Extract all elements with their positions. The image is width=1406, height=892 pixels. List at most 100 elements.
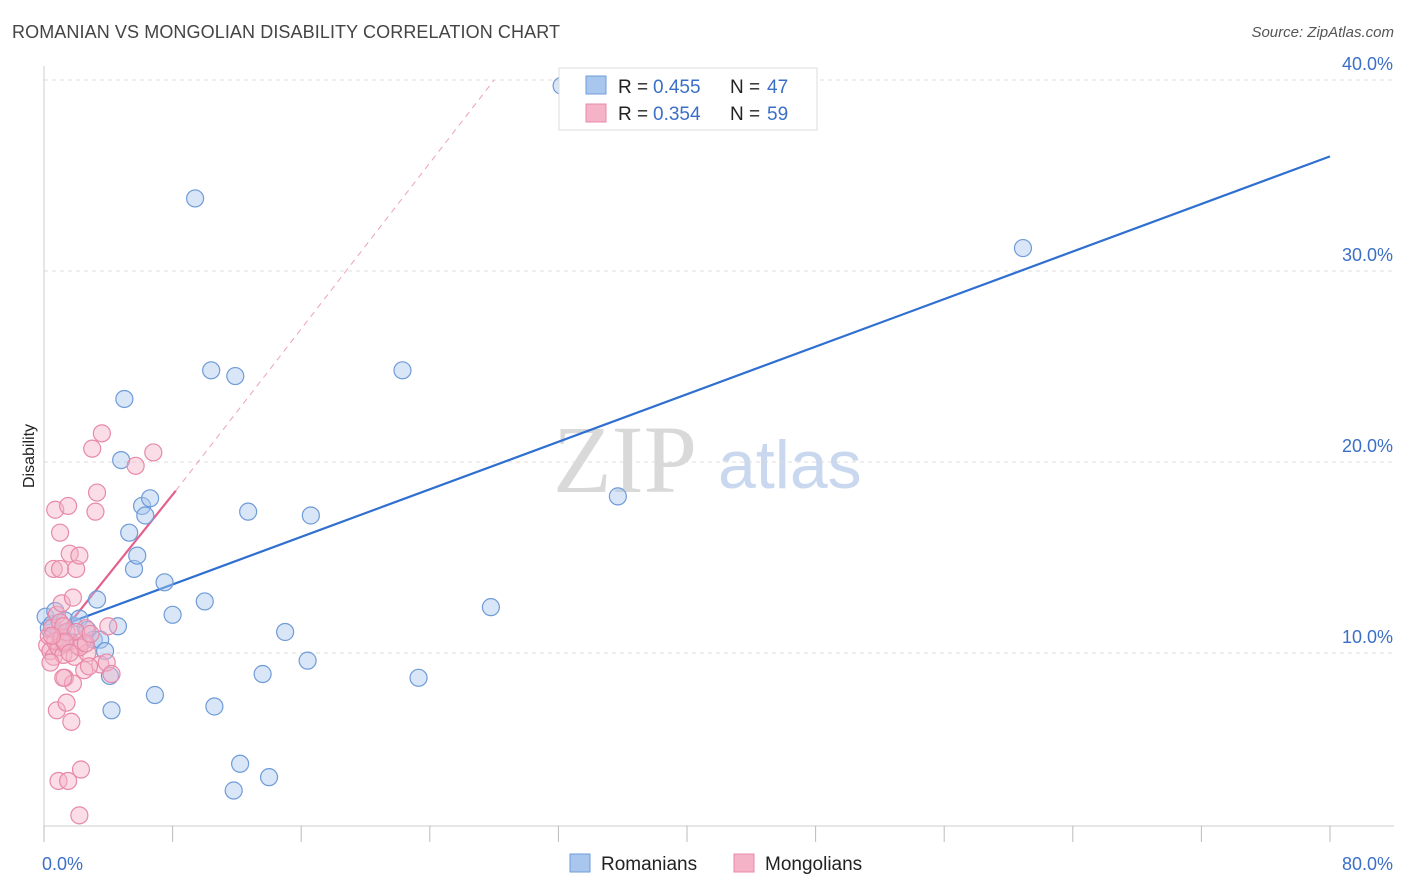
point-romanians-31 [202, 361, 221, 380]
point-mongolians-17 [50, 559, 70, 579]
point-mongolians-42 [83, 439, 102, 458]
legend-r-label-romanians: R = [618, 77, 648, 98]
point-mongolians-47 [97, 653, 116, 672]
point-romanians-35 [231, 754, 250, 773]
point-romanians-17 [108, 617, 128, 636]
trend-line-mongolians-extension [175, 79, 495, 491]
y-tick-label-20: 20.0% [1342, 436, 1393, 456]
point-romanians-21 [124, 559, 144, 579]
top-legend: R = 0.455 N = 47 R = 0.354 N = 59 [558, 67, 818, 131]
point-romanians-34 [226, 366, 245, 386]
point-mongolians-49 [99, 617, 118, 636]
point-mongolians-22 [57, 693, 76, 712]
point-mongolians-31 [71, 760, 91, 779]
trend-line-romanians [43, 155, 1331, 634]
point-mongolians-51 [144, 443, 163, 462]
point-romanians-24 [136, 506, 155, 525]
chart-title: ROMANIAN VS MONGOLIAN DISABILITY CORRELA… [12, 22, 561, 42]
y-axis-title: Disability [21, 424, 38, 488]
data-points [36, 76, 1033, 825]
point-mongolians-13 [44, 559, 63, 579]
legend-r-value-mongolians: 0.354 [653, 104, 701, 125]
legend-n-value-mongolians: 59 [767, 104, 788, 125]
point-mongolians-37 [63, 674, 83, 693]
watermark-atlas: atlas [718, 427, 862, 503]
point-romanians-39 [276, 622, 295, 642]
y-tick-label-10: 10.0% [1342, 627, 1393, 647]
point-mongolians-26 [63, 588, 83, 607]
point-mongolians-15 [47, 701, 66, 720]
legend-n-label-romanians: N = [730, 77, 760, 98]
point-mongolians-43 [86, 502, 105, 521]
point-romanians-28 [163, 605, 182, 624]
x-tick-labels: 0.0% 80.0% [42, 854, 1393, 874]
axes [43, 66, 1394, 842]
point-romanians-26 [145, 685, 165, 705]
point-mongolians-19 [52, 594, 71, 613]
bottom-legend-label-mongolians: Mongolians [765, 854, 862, 875]
point-romanians-40 [298, 651, 317, 670]
point-romanians-33 [224, 781, 243, 800]
point-mongolians-39 [59, 771, 78, 791]
trend-lines [43, 79, 1331, 650]
legend-r-label-mongolians: R = [618, 104, 648, 125]
bottom-legend-swatch-romanians [569, 853, 591, 873]
legend-n-label-mongolians: N = [730, 104, 760, 125]
x-tick-label-min: 0.0% [42, 854, 83, 874]
x-tick-label-max: 80.0% [1342, 854, 1393, 874]
trend-line-mongolians [47, 489, 177, 650]
point-romanians-27 [155, 573, 174, 592]
point-romanians-46 [608, 487, 627, 506]
bottom-legend-label-romanians: Romanians [601, 854, 697, 875]
point-mongolians-56 [79, 657, 99, 676]
point-mongolians-44 [87, 483, 107, 502]
point-mongolians-18 [50, 523, 70, 542]
point-mongolians-28 [67, 559, 86, 579]
point-romanians-37 [253, 664, 272, 684]
point-romanians-36 [239, 502, 258, 521]
point-mongolians-41 [76, 634, 95, 653]
point-romanians-41 [301, 506, 320, 525]
point-mongolians-40 [70, 806, 89, 825]
point-mongolians-23 [59, 496, 78, 516]
y-tick-label-30: 30.0% [1342, 245, 1393, 265]
point-romanians-29 [186, 189, 205, 208]
point-mongolians-34 [76, 619, 95, 638]
point-romanians-32 [205, 697, 224, 716]
point-mongolians-46 [92, 424, 111, 443]
point-mongolians-55 [41, 653, 60, 672]
point-romanians-19 [115, 389, 134, 409]
point-mongolians-12 [57, 622, 76, 642]
point-romanians-20 [120, 523, 139, 542]
point-romanians-12 [87, 590, 107, 609]
point-mongolians-50 [126, 456, 145, 475]
point-mongolians-30 [70, 546, 89, 565]
source-credit: Source: ZipAtlas.com [1251, 24, 1394, 41]
point-romanians-44 [481, 598, 500, 617]
legend-swatch-mongolians [585, 103, 607, 123]
grid-lines [44, 79, 1394, 654]
point-mongolians-16 [49, 771, 68, 791]
point-romanians-47 [1013, 238, 1033, 258]
point-romanians-30 [195, 592, 214, 611]
point-romanians-13 [91, 630, 110, 649]
point-romanians-16 [102, 701, 121, 720]
point-mongolians-25 [62, 712, 81, 731]
legend-swatch-romanians [585, 75, 607, 95]
watermark-zip: ZIP [553, 406, 697, 513]
point-romanians-22 [128, 546, 147, 565]
point-romanians-25 [140, 489, 160, 508]
bottom-legend: Romanians Mongolians [569, 853, 862, 875]
point-romanians-42 [393, 361, 412, 380]
point-romanians-38 [259, 768, 279, 787]
y-tick-labels: 10.0% 20.0% 30.0% 40.0% [1342, 54, 1393, 647]
point-romanians-43 [409, 668, 428, 687]
legend-n-value-romanians: 47 [767, 77, 788, 98]
point-mongolians-57 [60, 643, 79, 663]
legend-r-value-romanians: 0.455 [653, 77, 701, 98]
point-mongolians-48 [102, 664, 121, 684]
bottom-legend-swatch-mongolians [733, 853, 755, 873]
point-mongolians-58 [81, 624, 100, 644]
point-mongolians-54 [54, 668, 73, 687]
